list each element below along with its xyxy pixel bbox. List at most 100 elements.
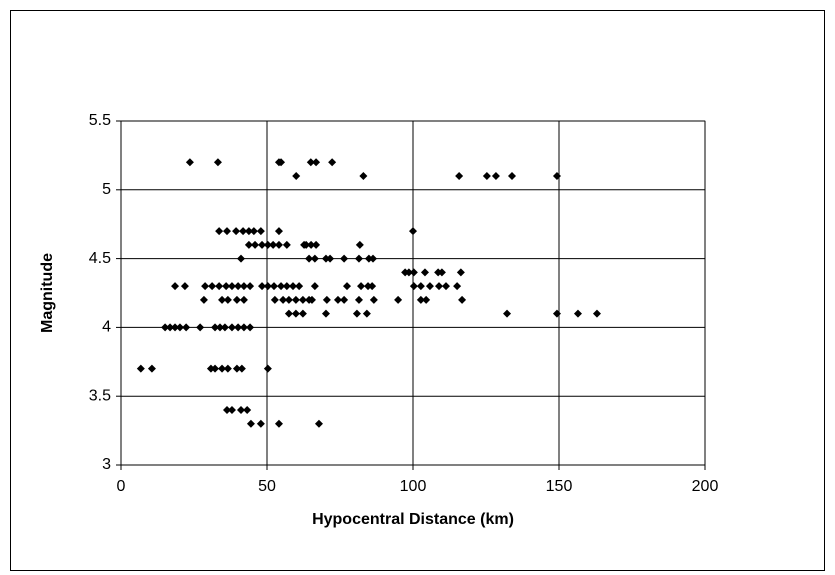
point xyxy=(321,309,330,318)
point xyxy=(282,240,291,249)
point xyxy=(274,227,283,236)
point xyxy=(298,309,307,318)
point xyxy=(552,172,561,181)
point xyxy=(227,405,236,414)
point xyxy=(263,364,272,373)
point xyxy=(263,282,272,291)
point xyxy=(295,282,304,291)
x-tick-label: 100 xyxy=(400,478,427,495)
point xyxy=(333,295,342,304)
point xyxy=(503,309,512,318)
point xyxy=(507,172,516,181)
point xyxy=(232,295,241,304)
point xyxy=(243,405,252,414)
point xyxy=(326,254,335,263)
point xyxy=(404,268,413,277)
point xyxy=(409,268,418,277)
point xyxy=(220,323,229,332)
point xyxy=(322,295,331,304)
x-tick-label: 0 xyxy=(117,478,126,495)
point xyxy=(291,309,300,318)
point xyxy=(223,364,232,373)
point xyxy=(482,172,491,181)
point xyxy=(218,295,227,304)
point xyxy=(246,419,255,428)
point xyxy=(312,240,321,249)
point xyxy=(314,419,323,428)
point xyxy=(208,282,217,291)
point xyxy=(215,227,224,236)
point xyxy=(274,240,283,249)
point xyxy=(298,295,307,304)
y-tick-label: 4.5 xyxy=(89,250,111,267)
point xyxy=(368,254,377,263)
point xyxy=(269,240,278,249)
point xyxy=(420,268,429,277)
point xyxy=(211,323,220,332)
point xyxy=(185,158,194,167)
point xyxy=(368,282,377,291)
point xyxy=(223,295,232,304)
point xyxy=(215,282,224,291)
point xyxy=(592,309,601,318)
point xyxy=(258,282,267,291)
point xyxy=(425,282,434,291)
point xyxy=(284,295,293,304)
point xyxy=(310,282,319,291)
point xyxy=(307,240,316,249)
point xyxy=(251,240,260,249)
point xyxy=(256,419,265,428)
point xyxy=(222,405,231,414)
point xyxy=(206,364,215,373)
point xyxy=(182,323,191,332)
point xyxy=(292,172,301,181)
point xyxy=(270,282,279,291)
x-tick-label: 150 xyxy=(546,478,573,495)
point xyxy=(355,240,364,249)
point xyxy=(237,364,246,373)
point xyxy=(573,309,582,318)
point xyxy=(422,295,431,304)
point xyxy=(199,295,208,304)
point xyxy=(161,323,170,332)
point xyxy=(441,282,450,291)
point xyxy=(246,323,255,332)
point xyxy=(270,295,279,304)
point xyxy=(239,227,248,236)
point xyxy=(302,240,311,249)
point xyxy=(354,295,363,304)
point xyxy=(310,254,319,263)
point xyxy=(246,282,255,291)
point xyxy=(213,158,222,167)
y-tick-label: 3 xyxy=(102,456,111,473)
point xyxy=(455,172,464,181)
point xyxy=(552,309,561,318)
point xyxy=(227,323,236,332)
y-tick-label: 5 xyxy=(102,181,111,198)
point xyxy=(491,172,500,181)
y-tick-label: 5.5 xyxy=(89,112,111,129)
point xyxy=(166,323,175,332)
point xyxy=(171,323,180,332)
point xyxy=(227,282,236,291)
point xyxy=(394,295,403,304)
point xyxy=(354,254,363,263)
point xyxy=(306,158,315,167)
point xyxy=(147,364,156,373)
point xyxy=(256,227,265,236)
x-axis-label: Hypocentral Distance (km) xyxy=(312,511,514,528)
point xyxy=(453,282,462,291)
point xyxy=(362,309,371,318)
point xyxy=(263,240,272,249)
y-axis-label: Magnitude xyxy=(39,253,56,333)
point xyxy=(215,323,224,332)
point xyxy=(244,240,253,249)
point xyxy=(357,282,366,291)
point xyxy=(222,282,231,291)
point xyxy=(277,282,286,291)
point xyxy=(340,254,349,263)
point xyxy=(239,323,248,332)
point xyxy=(201,282,210,291)
point xyxy=(416,282,425,291)
point xyxy=(249,227,258,236)
